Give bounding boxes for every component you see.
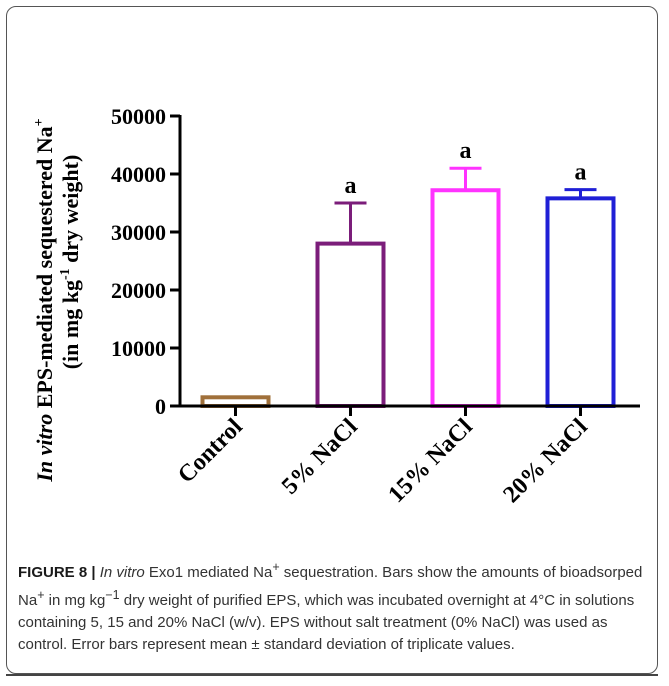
bar-3 xyxy=(430,188,501,408)
y-tick-label: 10000 xyxy=(111,336,166,361)
bar-4 xyxy=(545,196,616,408)
significance-letter: a xyxy=(345,173,357,199)
caption-label: FIGURE 8 | xyxy=(18,564,96,581)
significance-letter: a xyxy=(575,160,587,186)
bar-2 xyxy=(315,241,386,408)
y-axis-title-line1: In vitro EPS-mediated sequestered Na+ xyxy=(32,118,57,482)
bar-chart: In vitro EPS-mediated sequestered Na+ (i… xyxy=(32,104,640,508)
caption-italic: In vitro xyxy=(99,564,145,581)
y-tick-label: 0 xyxy=(155,394,166,419)
x-tick-label: 5% NaCl xyxy=(277,414,363,500)
y-axis-ticks: 0 10000 20000 30000 40000 50000 xyxy=(111,104,180,419)
bottom-rule xyxy=(6,674,658,676)
y-tick-label: 40000 xyxy=(111,162,166,187)
significance-letter: a xyxy=(460,138,472,164)
bars: a a a xyxy=(200,138,616,408)
x-tick-label: 20% NaCl xyxy=(498,414,593,509)
x-tick-label: 15% NaCl xyxy=(383,414,478,509)
x-axis-labels: Control 5% NaCl 15% NaCl 20% NaCl xyxy=(173,406,593,508)
y-tick-label: 30000 xyxy=(111,220,166,245)
figure-frame xyxy=(6,6,658,674)
y-tick-label: 50000 xyxy=(111,104,166,129)
x-tick-label: Control xyxy=(173,414,248,489)
figure-caption: FIGURE 8 | In vitro Exo1 mediated Na+ se… xyxy=(18,560,643,653)
y-tick-label: 20000 xyxy=(111,278,166,303)
y-axis-title-line2: (in mg kg-1 dry weight) xyxy=(58,155,83,370)
